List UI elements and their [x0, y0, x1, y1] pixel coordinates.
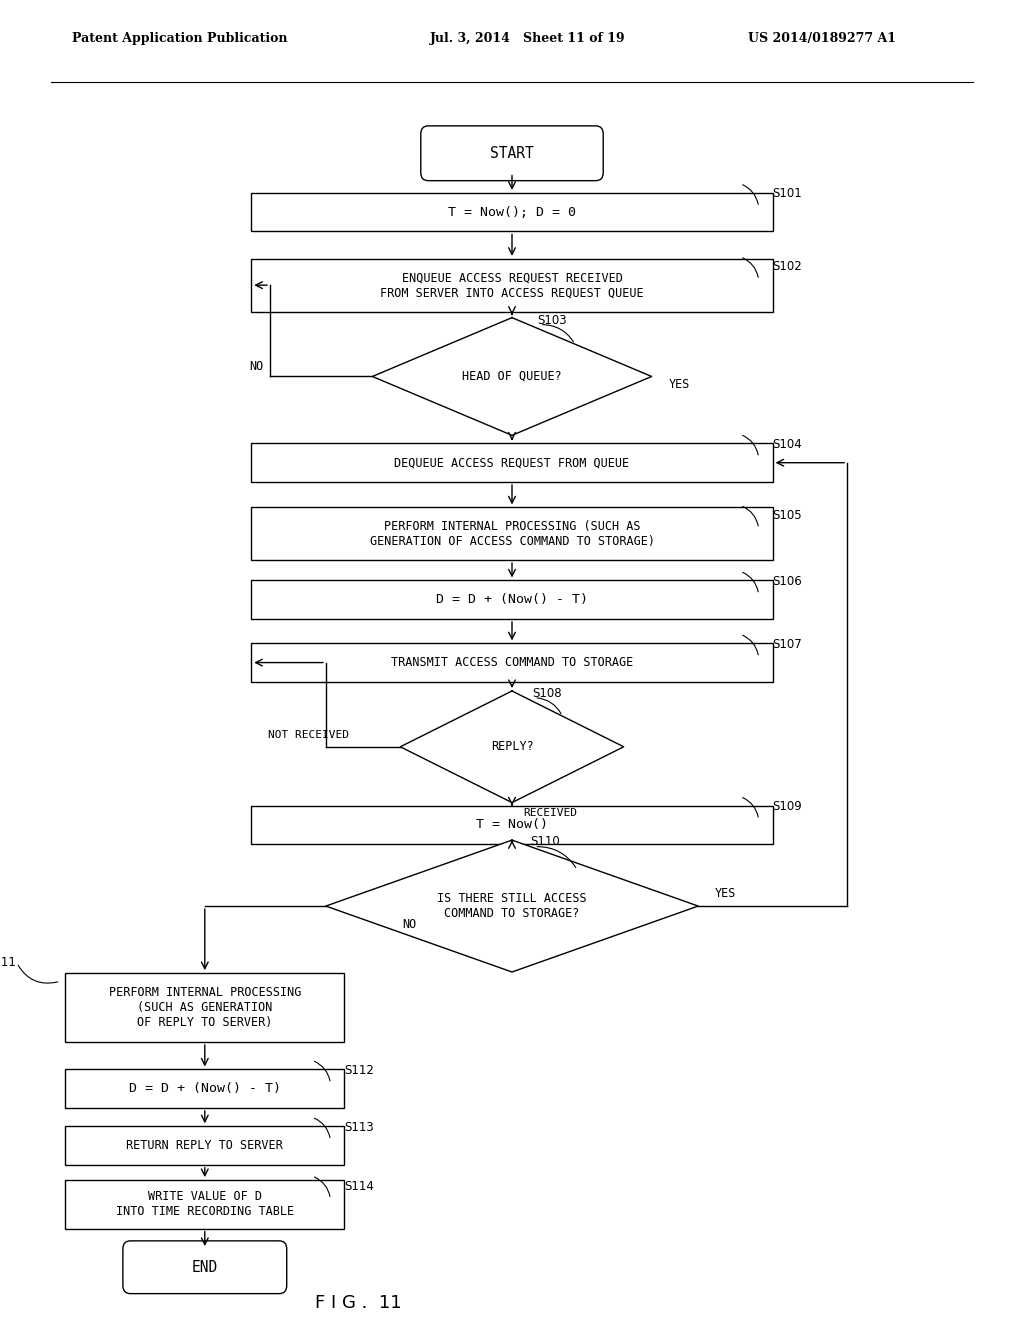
Text: S104: S104 [773, 438, 803, 451]
Text: F I G .  11: F I G . 11 [315, 1294, 401, 1312]
Text: WRITE VALUE OF D
INTO TIME RECORDING TABLE: WRITE VALUE OF D INTO TIME RECORDING TAB… [116, 1191, 294, 1218]
FancyBboxPatch shape [251, 507, 773, 560]
Text: US 2014/0189277 A1: US 2014/0189277 A1 [748, 32, 896, 45]
Text: T = Now(): T = Now() [476, 818, 548, 832]
Text: S101: S101 [773, 187, 803, 201]
Text: S109: S109 [773, 800, 803, 813]
Text: S113: S113 [344, 1121, 374, 1134]
Text: S110: S110 [530, 836, 560, 847]
Text: YES: YES [715, 887, 736, 900]
Text: T = Now(); D = 0: T = Now(); D = 0 [449, 206, 575, 219]
Text: PERFORM INTERNAL PROCESSING (SUCH AS
GENERATION OF ACCESS COMMAND TO STORAGE): PERFORM INTERNAL PROCESSING (SUCH AS GEN… [370, 520, 654, 548]
FancyBboxPatch shape [66, 973, 344, 1041]
Text: S111: S111 [0, 957, 16, 969]
FancyBboxPatch shape [66, 1126, 344, 1164]
FancyBboxPatch shape [66, 1180, 344, 1229]
FancyBboxPatch shape [251, 444, 773, 482]
FancyBboxPatch shape [251, 643, 773, 682]
Text: S108: S108 [532, 688, 562, 701]
Text: RETURN REPLY TO SERVER: RETURN REPLY TO SERVER [126, 1139, 284, 1152]
Text: NOT RECEIVED: NOT RECEIVED [268, 730, 349, 739]
Polygon shape [326, 840, 698, 972]
Text: S106: S106 [773, 576, 803, 587]
Text: END: END [191, 1259, 218, 1275]
FancyBboxPatch shape [251, 805, 773, 845]
Text: Patent Application Publication: Patent Application Publication [72, 32, 287, 45]
Text: TRANSMIT ACCESS COMMAND TO STORAGE: TRANSMIT ACCESS COMMAND TO STORAGE [391, 656, 633, 669]
FancyBboxPatch shape [123, 1241, 287, 1294]
Text: S112: S112 [344, 1064, 375, 1077]
Text: S107: S107 [773, 638, 803, 651]
FancyBboxPatch shape [421, 125, 603, 181]
Text: REPLY?: REPLY? [490, 741, 534, 754]
Text: IS THERE STILL ACCESS
COMMAND TO STORAGE?: IS THERE STILL ACCESS COMMAND TO STORAGE… [437, 892, 587, 920]
FancyBboxPatch shape [251, 193, 773, 231]
Text: Jul. 3, 2014   Sheet 11 of 19: Jul. 3, 2014 Sheet 11 of 19 [430, 32, 626, 45]
Text: RECEIVED: RECEIVED [523, 808, 578, 817]
Text: D = D + (Now() - T): D = D + (Now() - T) [129, 1082, 281, 1096]
Text: YES: YES [669, 378, 690, 391]
Text: S105: S105 [773, 510, 802, 521]
Polygon shape [400, 690, 624, 803]
Text: HEAD OF QUEUE?: HEAD OF QUEUE? [462, 370, 562, 383]
Text: START: START [490, 145, 534, 161]
Text: PERFORM INTERNAL PROCESSING
(SUCH AS GENERATION
OF REPLY TO SERVER): PERFORM INTERNAL PROCESSING (SUCH AS GEN… [109, 986, 301, 1030]
Text: NO: NO [402, 917, 417, 931]
FancyBboxPatch shape [251, 259, 773, 312]
Text: D = D + (Now() - T): D = D + (Now() - T) [436, 593, 588, 606]
Text: S114: S114 [344, 1180, 375, 1192]
FancyBboxPatch shape [66, 1069, 344, 1107]
Polygon shape [373, 318, 651, 436]
Text: DEQUEUE ACCESS REQUEST FROM QUEUE: DEQUEUE ACCESS REQUEST FROM QUEUE [394, 457, 630, 469]
FancyBboxPatch shape [251, 581, 773, 619]
Text: NO: NO [249, 360, 263, 372]
Text: S103: S103 [538, 314, 566, 327]
Text: S102: S102 [773, 260, 803, 273]
Text: ENQUEUE ACCESS REQUEST RECEIVED
FROM SERVER INTO ACCESS REQUEST QUEUE: ENQUEUE ACCESS REQUEST RECEIVED FROM SER… [380, 271, 644, 300]
